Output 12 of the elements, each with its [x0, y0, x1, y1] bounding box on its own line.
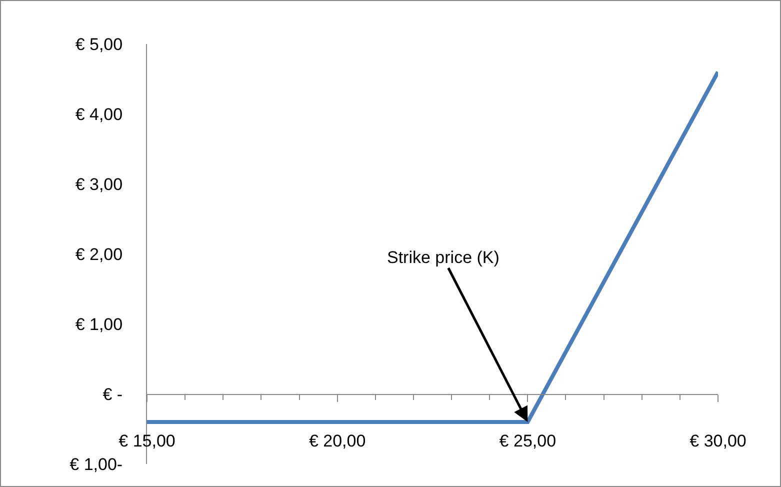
- y-tick-label: € 4,00: [75, 104, 123, 124]
- y-tick-label: € 2,00: [75, 244, 123, 264]
- x-tick-label: € 15,00: [118, 431, 176, 450]
- annotation: Strike price (K): [387, 248, 500, 267]
- x-tick-label: € 25,00: [499, 431, 556, 450]
- x-tick-label: € 20,00: [308, 431, 366, 450]
- y-tick-label: € 5,00: [75, 34, 123, 54]
- y-tick-label: € 1,00-: [70, 454, 123, 474]
- y-tick-label: € 1,00: [75, 314, 123, 334]
- y-tick-label: € 3,00: [75, 174, 123, 194]
- x-tick-label: € 30,00: [690, 431, 746, 450]
- y-tick-label: € -: [102, 384, 123, 404]
